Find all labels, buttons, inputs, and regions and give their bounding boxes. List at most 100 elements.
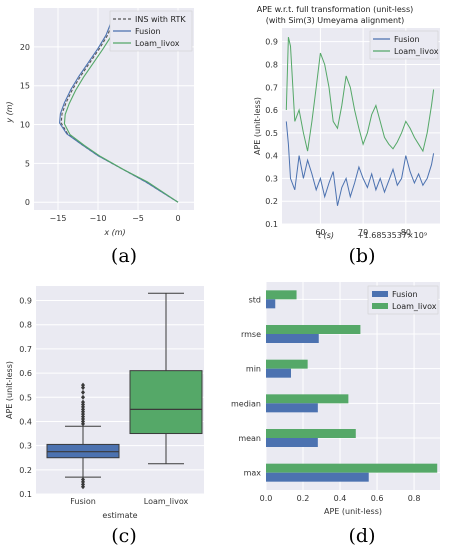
xlabel-d: APE (unit-less) [324, 507, 382, 516]
legend-label-fusion-a: Fusion [135, 27, 161, 36]
outlier-point [81, 399, 85, 405]
xtick-label: 60 [315, 228, 325, 237]
ytick-label: 10 [20, 121, 30, 130]
ytick-label: 15 [20, 82, 30, 91]
ytick-label: 0.4 [265, 152, 278, 161]
caption-a: (a) [111, 245, 137, 267]
legend-label-loam-b: Loam_livox [394, 47, 439, 56]
legend-label-rtk: INS with RTK [135, 15, 186, 24]
bar-loam [266, 429, 356, 438]
category-label: median [231, 399, 261, 408]
bar-loam [266, 290, 297, 300]
xtick-label: 70 [358, 228, 368, 237]
xticks-b: 60 70 80 [315, 228, 411, 237]
bar-loam [266, 359, 308, 369]
category-label: std [249, 295, 261, 304]
box [129, 370, 203, 435]
legend-d: Fusion Loam_livox [367, 285, 439, 315]
category-labels-d: std rmse min median mean max [231, 295, 261, 477]
ytick-label: 0.4 [19, 417, 32, 426]
bar-fusion [266, 472, 369, 482]
bar-fusion [266, 438, 318, 447]
xlabel-c: estimate [102, 511, 137, 520]
legend-box-d [367, 285, 439, 315]
plot-area-d [266, 282, 440, 490]
ytick-label: 0.6 [19, 369, 32, 378]
legend-label-fusion-d: Fusion [392, 290, 418, 299]
panel-a: −15 −10 −5 0 0 5 10 15 20 x (m) y (m) INS with … [5, 8, 194, 267]
legend-a: INS with RTK Fusion Loam_livox [109, 10, 193, 52]
xtick-label: 80 [401, 228, 411, 237]
caption-d: (d) [349, 525, 376, 547]
ytick-label: 0 [25, 198, 30, 207]
category-label: max [244, 469, 262, 478]
box [46, 443, 120, 459]
category-label: min [246, 365, 261, 374]
panel-b: APE w.r.t. full transformation (unit-les… [253, 5, 440, 267]
bar-loam [266, 463, 438, 473]
subtitle-b: (with Sim(3) Umeyama alignment) [266, 16, 405, 25]
xlabel-b: t (s) [318, 231, 334, 240]
legend-label-fusion-b: Fusion [394, 35, 420, 44]
ylabel-b: APE (unit-less) [253, 97, 262, 155]
xticks-a: −15 −10 −5 0 [50, 214, 181, 223]
ytick-label: 20 [20, 43, 30, 52]
yticks-a: 0 5 10 15 20 [20, 43, 30, 207]
xlabel-a: x (m) [103, 228, 125, 237]
legend-label-loam-d: Loam_livox [392, 302, 437, 311]
series-line [285, 121, 435, 206]
ylabel-c: APE (unit-less) [5, 361, 14, 419]
bar-fusion [266, 403, 318, 413]
outlier-point [81, 389, 85, 395]
xtick-fusion-c: Fusion [70, 497, 96, 506]
ytick-label: 0.6 [265, 106, 278, 115]
ytick-label: 0.5 [19, 393, 32, 402]
ytick-label: 0.1 [265, 220, 278, 229]
outlier-point [81, 484, 85, 490]
boxes-c [46, 292, 203, 490]
xtick-label: 0.2 [297, 494, 310, 503]
xtick-label: 0.8 [408, 494, 421, 503]
legend-swatch-loam-d [372, 303, 388, 309]
bar-fusion [266, 299, 276, 309]
xtick-label: −5 [132, 214, 144, 223]
bar-loam [266, 394, 349, 404]
grid-b [282, 28, 440, 225]
bar-fusion [266, 368, 291, 378]
ylabel-a: y (m) [5, 101, 14, 123]
ytick-label: 0.2 [265, 197, 278, 206]
ytick-label: 5 [25, 159, 30, 168]
caption-c: (c) [111, 525, 136, 547]
category-label: mean [238, 434, 261, 443]
ytick-label: 0.3 [265, 174, 278, 183]
ytick-label: 0.7 [19, 345, 32, 354]
caption-b: (b) [349, 245, 376, 267]
legend-swatch-fusion-d [372, 291, 388, 297]
legend-label-loam-a: Loam_livox [135, 39, 180, 48]
legend-box-b [369, 30, 439, 60]
outlier-point [81, 394, 85, 400]
ytick-label: 0.3 [19, 442, 32, 451]
panel-c: 0.1 0.2 0.3 0.4 0.5 0.6 0.7 0.8 0.9 Fusion Loam_… [5, 286, 204, 547]
xtick-label: 0.0 [260, 494, 273, 503]
series-b [285, 36, 435, 206]
xtick-label: −10 [90, 214, 107, 223]
yticks-c: 0.1 0.2 0.3 0.4 0.5 0.6 0.7 0.8 0.9 [19, 297, 32, 499]
ytick-label: 0.1 [19, 490, 32, 499]
series-line [63, 18, 179, 203]
title-b: APE w.r.t. full transformation (unit-les… [257, 5, 414, 14]
ytick-label: 0.7 [265, 83, 278, 92]
bar-loam [266, 325, 361, 334]
outlier-point [81, 382, 85, 388]
bars-d [266, 290, 438, 482]
ytick-label: 0.8 [19, 321, 32, 330]
series-line [285, 36, 435, 153]
ytick-label: 0.9 [19, 297, 32, 306]
xtick-loam-c: Loam_livox [144, 497, 189, 506]
yticks-b: 0.1 0.2 0.3 0.4 0.5 0.6 0.7 0.8 0.9 [265, 38, 278, 229]
ytick-label: 0.9 [265, 38, 278, 47]
bar-fusion [266, 334, 319, 343]
xticks-d: 0.0 0.2 0.4 0.6 0.8 [260, 494, 421, 503]
panel-d: 0.0 0.2 0.4 0.6 0.8 stdrmseminmedianmeanmax … [231, 282, 440, 547]
